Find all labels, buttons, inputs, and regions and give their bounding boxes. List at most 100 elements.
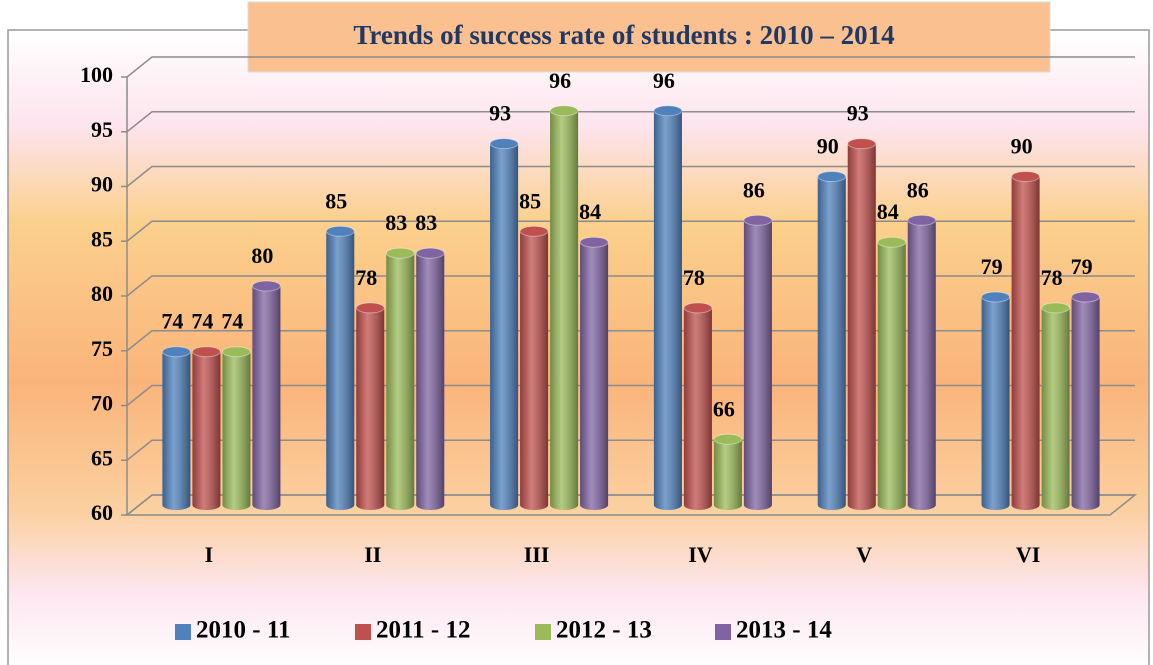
data-label: 83 xyxy=(385,210,407,235)
data-label: 66 xyxy=(713,396,735,421)
bar xyxy=(847,138,877,510)
bar xyxy=(981,291,1011,510)
data-label: 90 xyxy=(817,134,839,159)
data-label: 93 xyxy=(847,101,869,126)
bar-shade xyxy=(356,307,385,510)
bar-cap xyxy=(549,105,579,117)
data-label: 74 xyxy=(221,309,243,334)
bar xyxy=(549,105,579,511)
bar xyxy=(191,346,221,510)
bar-shade xyxy=(847,143,876,510)
bar-shade xyxy=(1011,176,1040,511)
bar-shade xyxy=(192,351,221,510)
bar-cap xyxy=(713,433,743,445)
grid-line xyxy=(126,330,1135,352)
data-label: 78 xyxy=(355,265,377,290)
bar-shade xyxy=(683,307,712,510)
bar xyxy=(1041,302,1071,510)
legend-label: 2010 - 11 xyxy=(196,617,290,644)
bar xyxy=(355,302,385,510)
data-label: 85 xyxy=(325,188,347,213)
legend-swatch xyxy=(355,624,371,640)
bar xyxy=(579,236,609,510)
data-label: 85 xyxy=(519,188,541,213)
x-tick-label: III xyxy=(524,542,550,567)
y-tick-label: 95 xyxy=(91,117,113,142)
data-label: 93 xyxy=(489,101,511,126)
data-label: 80 xyxy=(251,243,273,268)
bar-cap xyxy=(489,138,519,150)
bar xyxy=(1071,291,1101,510)
bar-cap xyxy=(743,214,773,226)
bar-cap xyxy=(877,236,907,248)
grid-line xyxy=(126,384,1135,407)
frame xyxy=(7,29,1150,665)
chart-title: Trends of success rate of students : 201… xyxy=(353,20,894,50)
bar-shade xyxy=(653,110,682,511)
bar-cap xyxy=(415,247,445,259)
bar-shade xyxy=(490,143,519,510)
data-label: 79 xyxy=(1071,254,1093,279)
x-tick-label: VI xyxy=(1016,542,1040,567)
bar-shade xyxy=(326,231,355,510)
data-label: 74 xyxy=(191,309,213,334)
bar-cap xyxy=(683,302,713,314)
bar-shade xyxy=(817,176,846,510)
bar xyxy=(489,138,519,510)
bar xyxy=(743,214,773,511)
y-tick-label: 70 xyxy=(91,391,113,416)
bar-cap xyxy=(325,225,355,237)
data-label: 86 xyxy=(907,177,929,202)
bar xyxy=(385,247,415,510)
x-tick-label: I xyxy=(205,542,214,567)
data-label: 90 xyxy=(1011,134,1033,159)
x-tick-label: IV xyxy=(688,542,713,567)
bar-shade xyxy=(252,286,281,510)
bar xyxy=(1011,171,1041,511)
legend-swatch xyxy=(175,624,191,640)
bar-cap xyxy=(161,346,191,358)
bar-shade xyxy=(222,351,251,510)
x-tick-label: V xyxy=(856,542,872,567)
bar xyxy=(683,302,713,510)
bar-shade xyxy=(1071,296,1100,510)
grid-line xyxy=(126,494,1135,516)
bar-shade xyxy=(713,439,742,510)
bar-cap xyxy=(907,214,937,226)
bar xyxy=(877,236,907,510)
y-tick-label: 85 xyxy=(91,226,113,251)
data-label: 74 xyxy=(161,309,183,334)
grid-line xyxy=(126,439,1135,461)
bar-cap xyxy=(1011,171,1041,182)
y-tick-label: 80 xyxy=(91,281,113,306)
y-tick-label: 100 xyxy=(80,62,113,87)
bar-shade xyxy=(1041,307,1070,510)
bar-cap xyxy=(847,138,877,150)
data-label: 78 xyxy=(683,265,705,290)
bar-shade xyxy=(416,253,445,510)
bar-shade xyxy=(386,253,415,510)
grid-line xyxy=(126,56,1135,78)
bar-cap xyxy=(355,302,385,314)
bar xyxy=(907,214,937,511)
bar-cap xyxy=(191,346,221,358)
data-label: 86 xyxy=(743,177,765,202)
bar xyxy=(817,171,847,510)
bar-cap xyxy=(1071,291,1101,303)
bar-cap xyxy=(519,225,549,237)
bar xyxy=(713,433,743,510)
bar-shade xyxy=(580,242,609,510)
bar-shade xyxy=(162,351,191,510)
bar xyxy=(415,247,445,510)
legend-label: 2012 - 13 xyxy=(556,617,652,644)
bar xyxy=(519,225,549,510)
data-label: 84 xyxy=(877,199,899,224)
grid-line xyxy=(126,220,1135,242)
data-label: 96 xyxy=(653,68,675,93)
data-label: 78 xyxy=(1041,265,1063,290)
grid-line xyxy=(126,275,1135,297)
bar-cap xyxy=(251,280,281,292)
bar-shade xyxy=(907,220,936,511)
bar xyxy=(161,346,191,510)
